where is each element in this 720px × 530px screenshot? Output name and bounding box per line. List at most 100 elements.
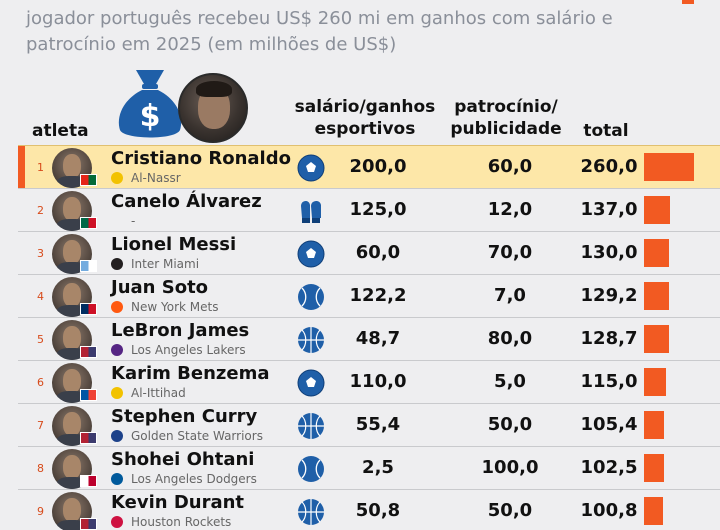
club-logo-icon <box>111 258 123 270</box>
basketball-icon <box>298 327 324 353</box>
club-name: Golden State Warriors <box>131 429 263 443</box>
ranking-table: 1 Cristiano Ronaldo Al-Nassr 200,0 60,0 … <box>18 145 720 530</box>
sponsor-value: 7,0 <box>494 285 526 306</box>
athlete-name: LeBron James <box>111 320 250 341</box>
table-row: 1 Cristiano Ronaldo Al-Nassr 200,0 60,0 … <box>18 145 720 188</box>
salary-value: 2,5 <box>362 457 394 478</box>
country-flag-icon <box>80 174 97 186</box>
club-logo-icon <box>111 344 123 356</box>
total-value: 100,8 <box>580 500 638 521</box>
basketball-icon <box>298 413 324 439</box>
sponsor-value: 100,0 <box>481 457 539 478</box>
table-row: 6 Karim Benzema Al-Ittihad 110,0 5,0 115… <box>18 360 720 403</box>
rank-number: 6 <box>37 376 44 389</box>
club-name: Houston Rockets <box>131 515 232 529</box>
rank-number: 1 <box>37 161 44 174</box>
club-name: Inter Miami <box>131 257 200 271</box>
total-value: 105,4 <box>580 414 638 435</box>
total-bar <box>644 153 694 181</box>
total-bar <box>644 411 664 439</box>
sponsor-value: 60,0 <box>487 156 533 177</box>
club-logo-icon <box>111 473 123 485</box>
header-sponsor-line1: patrocínio/ <box>454 97 558 117</box>
country-flag-icon <box>80 475 97 487</box>
soccer-ball-icon <box>297 240 325 268</box>
salary-value: 125,0 <box>349 199 407 220</box>
rank-number: 3 <box>37 247 44 260</box>
total-bar <box>644 196 670 224</box>
corner-accent <box>682 0 694 4</box>
total-bar <box>644 454 664 482</box>
athlete-name: Lionel Messi <box>111 234 237 255</box>
soccer-ball-icon <box>297 154 325 182</box>
header-athlete: atleta <box>32 121 89 141</box>
sponsor-value: 80,0 <box>487 328 533 349</box>
table-row: 3 Lionel Messi Inter Miami 60,0 70,0 130… <box>18 231 720 274</box>
athlete-name: Karim Benzema <box>111 363 270 384</box>
rank-number: 9 <box>37 505 44 518</box>
total-value: 129,2 <box>580 285 638 306</box>
athlete-name: Canelo Álvarez <box>111 191 262 212</box>
rank-number: 5 <box>37 333 44 346</box>
header-salary-line1: salário/ganhos <box>294 97 436 117</box>
total-value: 137,0 <box>580 199 638 220</box>
sponsor-value: 5,0 <box>494 371 526 392</box>
header-total: total <box>583 121 629 141</box>
svg-text:$: $ <box>140 99 161 134</box>
club-name: - <box>131 214 136 228</box>
total-bar <box>644 282 669 310</box>
total-bar <box>644 325 669 353</box>
header-sponsor-line2: publicidade <box>450 119 562 139</box>
club-name: Los Angeles Lakers <box>131 343 246 357</box>
sponsor-value: 12,0 <box>487 199 533 220</box>
athlete-name: Juan Soto <box>111 277 209 298</box>
athlete-name: Kevin Durant <box>111 492 245 513</box>
total-bar <box>644 497 663 525</box>
rank-number: 8 <box>37 462 44 475</box>
total-bar <box>644 368 666 396</box>
baseball-icon <box>298 456 324 482</box>
salary-value: 110,0 <box>349 371 407 392</box>
club-name: Al-Nassr <box>131 171 181 185</box>
country-flag-icon <box>80 260 97 272</box>
money-bag-icon: $ <box>118 70 182 138</box>
club-logo-icon <box>111 172 123 184</box>
athlete-name: Stephen Curry <box>111 406 258 427</box>
total-bar <box>644 239 669 267</box>
total-value: 260,0 <box>580 156 638 177</box>
athlete-name: Shohei Ohtani <box>111 449 255 470</box>
club-name: New York Mets <box>131 300 219 314</box>
club-logo-icon <box>111 387 123 399</box>
rank-number: 4 <box>37 290 44 303</box>
total-value: 128,7 <box>580 328 638 349</box>
salary-value: 122,2 <box>349 285 407 306</box>
soccer-ball-icon <box>297 369 325 397</box>
club-logo-icon <box>111 430 123 442</box>
total-value: 115,0 <box>580 371 638 392</box>
boxing-gloves-icon <box>301 200 321 223</box>
country-flag-icon <box>80 303 97 315</box>
club-logo-icon <box>111 516 123 528</box>
sponsor-value: 50,0 <box>487 414 533 435</box>
table-row: 9 Kevin Durant Houston Rockets 50,8 50,0… <box>18 489 720 530</box>
rank-number: 2 <box>37 204 44 217</box>
basketball-icon <box>298 499 324 525</box>
country-flag-icon <box>80 389 97 401</box>
table-row: 5 LeBron James Los Angeles Lakers 48,7 8… <box>18 317 720 360</box>
chart-subtitle: jogador português recebeu US$ 260 mi em … <box>26 8 613 55</box>
total-value: 130,0 <box>580 242 638 263</box>
header-sponsor: patrocínio/ publicidade <box>444 96 568 140</box>
sponsor-value: 70,0 <box>487 242 533 263</box>
total-value: 102,5 <box>580 457 638 478</box>
salary-value: 200,0 <box>349 156 407 177</box>
club-name: Los Angeles Dodgers <box>131 472 257 486</box>
baseball-icon <box>298 284 324 310</box>
country-flag-icon <box>80 432 97 444</box>
salary-value: 48,7 <box>355 328 401 349</box>
athlete-name: Cristiano Ronaldo <box>111 148 291 169</box>
club-logo-icon <box>111 301 123 313</box>
country-flag-icon <box>80 217 97 229</box>
cristiano-ronaldo-photo <box>178 73 248 143</box>
rank-number: 7 <box>37 419 44 432</box>
table-row: 7 Stephen Curry Golden State Warriors 55… <box>18 403 720 446</box>
